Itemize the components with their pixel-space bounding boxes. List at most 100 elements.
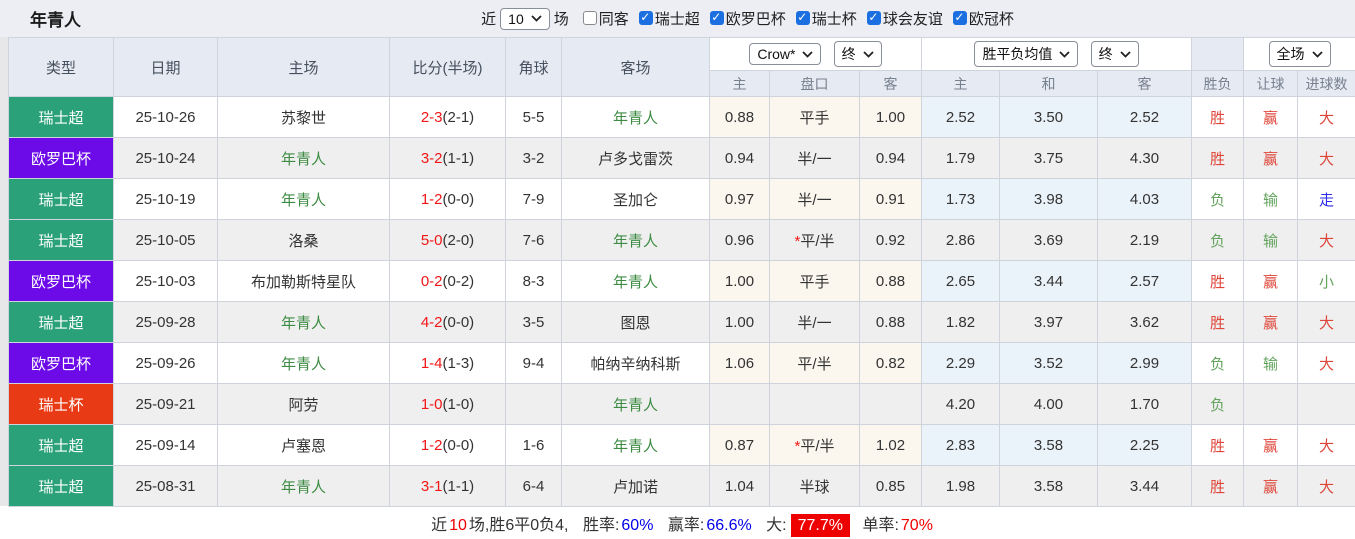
odds-away-cell: 0.82: [858, 342, 923, 384]
summary-prefix: 近: [431, 517, 448, 535]
header-date: 日期: [113, 37, 218, 97]
scope-select[interactable]: 全场: [1268, 41, 1331, 67]
subheader-avg-draw: 和: [999, 70, 1099, 97]
score-cell: 1-0(1-0): [389, 383, 506, 425]
odds-source-select[interactable]: Crow*: [749, 43, 822, 65]
odds-final-value: 终: [841, 46, 856, 62]
top-bar: 年青人 近 10 场 同客 瑞士超 欧罗巴杯 瑞士杯 球会友谊 欧冠杯: [0, 0, 1355, 37]
filter-controls: 近 10 场 同客 瑞士超 欧罗巴杯 瑞士杯 球会友谊 欧冠杯: [477, 7, 1014, 30]
result-cell: 负: [1191, 383, 1245, 425]
checkbox-unchecked-icon[interactable]: [582, 11, 597, 26]
odds-source-value: Crow*: [757, 46, 796, 62]
away-team-cell: 年青人: [561, 260, 710, 302]
away-team-cell: 年青人: [561, 96, 710, 138]
odds-away-cell: 0.88: [858, 301, 923, 343]
summary-win-value: 66.6%: [706, 517, 752, 535]
match-row: 瑞士杯 25-09-21 阿劳 1-0(1-0) 年青人 4.20 4.00 1.70 负: [8, 383, 1355, 425]
filter-瑞士超[interactable]: 瑞士超: [629, 8, 700, 29]
league-badge: 瑞士杯: [8, 383, 114, 425]
away-team-cell: 年青人: [561, 424, 710, 466]
checkbox-checked-icon[interactable]: [952, 10, 967, 26]
subheader-avg-away: 客: [1097, 70, 1193, 97]
odds-final-select[interactable]: 终: [833, 41, 882, 67]
goals-result-cell: 大: [1297, 342, 1355, 384]
match-row: 瑞士超 25-10-05 洛桑 5-0(2-0) 7-6 年青人 0.96 *平/半 0.92 2…: [8, 219, 1355, 261]
corners-cell: 6-4: [505, 465, 562, 507]
score-cell: 5-0(2-0): [389, 219, 506, 261]
chevron-down-icon: [1059, 50, 1071, 58]
score-cell: 1-4(1-3): [389, 342, 506, 384]
checkbox-checked-icon[interactable]: [709, 10, 724, 26]
filter-瑞士杯[interactable]: 瑞士杯: [786, 8, 857, 29]
odds-home-cell: 0.97: [709, 178, 770, 220]
summary-single-value: 70%: [900, 517, 933, 535]
avg-away-cell: 4.30: [1097, 137, 1193, 179]
avg-home-cell: 2.65: [921, 260, 1001, 302]
goals-result-cell: [1297, 383, 1355, 425]
result-cell: 胜: [1191, 137, 1245, 179]
header-home: 主场: [217, 37, 390, 97]
filter-欧罗巴杯[interactable]: 欧罗巴杯: [700, 8, 786, 29]
summary-rate-value: 60%: [621, 517, 654, 535]
checkbox-checked-icon[interactable]: [638, 10, 653, 26]
result-cell: 胜: [1191, 260, 1245, 302]
chevron-down-icon: [863, 50, 874, 58]
league-badge: 瑞士超: [8, 465, 114, 507]
chevron-down-icon: [1311, 50, 1323, 58]
handicap-result-cell: 输: [1243, 219, 1299, 261]
corners-cell: 9-4: [505, 342, 562, 384]
odds-away-cell: 1.02: [858, 424, 923, 466]
avg-draw-cell: 3.58: [999, 465, 1099, 507]
odds-away-cell: 0.94: [858, 137, 923, 179]
subheader-handicap: 盘口: [769, 70, 860, 97]
handicap-cell: [769, 383, 860, 425]
subheader-avg-home: 主: [921, 70, 1001, 97]
league-badge: 瑞士超: [8, 301, 114, 343]
avg-draw-cell: 4.00: [999, 383, 1099, 425]
filter-欧冠杯[interactable]: 欧冠杯: [943, 8, 1014, 29]
avg-away-cell: 1.70: [1097, 383, 1193, 425]
odds-home-cell: 0.96: [709, 219, 770, 261]
filter-同客[interactable]: 同客: [573, 8, 629, 29]
match-row: 欧罗巴杯 25-09-26 年青人 1-4(1-3) 9-4 帕纳辛纳科斯 1.06 平/半 0…: [8, 342, 1355, 384]
subheader-odds-home: 主: [709, 70, 770, 97]
summary-big-value: 77.7%: [790, 514, 850, 538]
subheader-handicap-result: 让球: [1243, 70, 1299, 97]
handicap-cell: 平手: [769, 260, 860, 302]
summary-rate-label: 胜率:: [582, 517, 620, 535]
checkbox-checked-icon[interactable]: [866, 10, 881, 26]
avg-final-value: 终: [1098, 46, 1113, 62]
handicap-result-cell: 赢: [1243, 424, 1299, 466]
handicap-result-cell: 赢: [1243, 96, 1299, 138]
filter-球会友谊[interactable]: 球会友谊: [857, 8, 943, 29]
avg-away-cell: 2.52: [1097, 96, 1193, 138]
result-cell: 胜: [1191, 465, 1245, 507]
avg-draw-cell: 3.75: [999, 137, 1099, 179]
date-cell: 25-09-28: [113, 301, 218, 343]
avg-home-cell: 1.73: [921, 178, 1001, 220]
away-team-cell: 卢加诺: [561, 465, 710, 507]
recent-count-select[interactable]: 10: [500, 7, 550, 30]
goals-result-cell: 大: [1297, 96, 1355, 138]
subheader-result: 胜负: [1191, 70, 1245, 97]
result-cell: 负: [1191, 178, 1245, 220]
avg-home-cell: 2.86: [921, 219, 1001, 261]
corners-cell: 7-9: [505, 178, 562, 220]
avg-final-select[interactable]: 终: [1090, 41, 1139, 67]
header-score: 比分(半场): [389, 37, 506, 97]
result-cell: 胜: [1191, 301, 1245, 343]
match-row: 瑞士超 25-09-28 年青人 4-2(0-0) 3-5 图恩 1.00 半/一 0.88 1.…: [8, 301, 1355, 343]
handicap-result-cell: 赢: [1243, 137, 1299, 179]
recent-suffix-label: 场: [553, 11, 569, 28]
avg-away-cell: 3.44: [1097, 465, 1193, 507]
avg-home-cell: 1.79: [921, 137, 1001, 179]
avg-dropdown-group: 胜平负均值 终: [921, 37, 1193, 71]
filter-label: 欧冠杯: [968, 10, 1014, 28]
away-team-cell: 卢多戈雷茨: [561, 137, 710, 179]
goals-result-cell: 小: [1297, 260, 1355, 302]
handicap-cell: 半/一: [769, 178, 860, 220]
league-badge: 瑞士超: [8, 96, 114, 138]
avg-source-select[interactable]: 胜平负均值: [974, 41, 1079, 67]
recent-label: 近: [481, 11, 497, 28]
checkbox-checked-icon[interactable]: [795, 10, 810, 26]
